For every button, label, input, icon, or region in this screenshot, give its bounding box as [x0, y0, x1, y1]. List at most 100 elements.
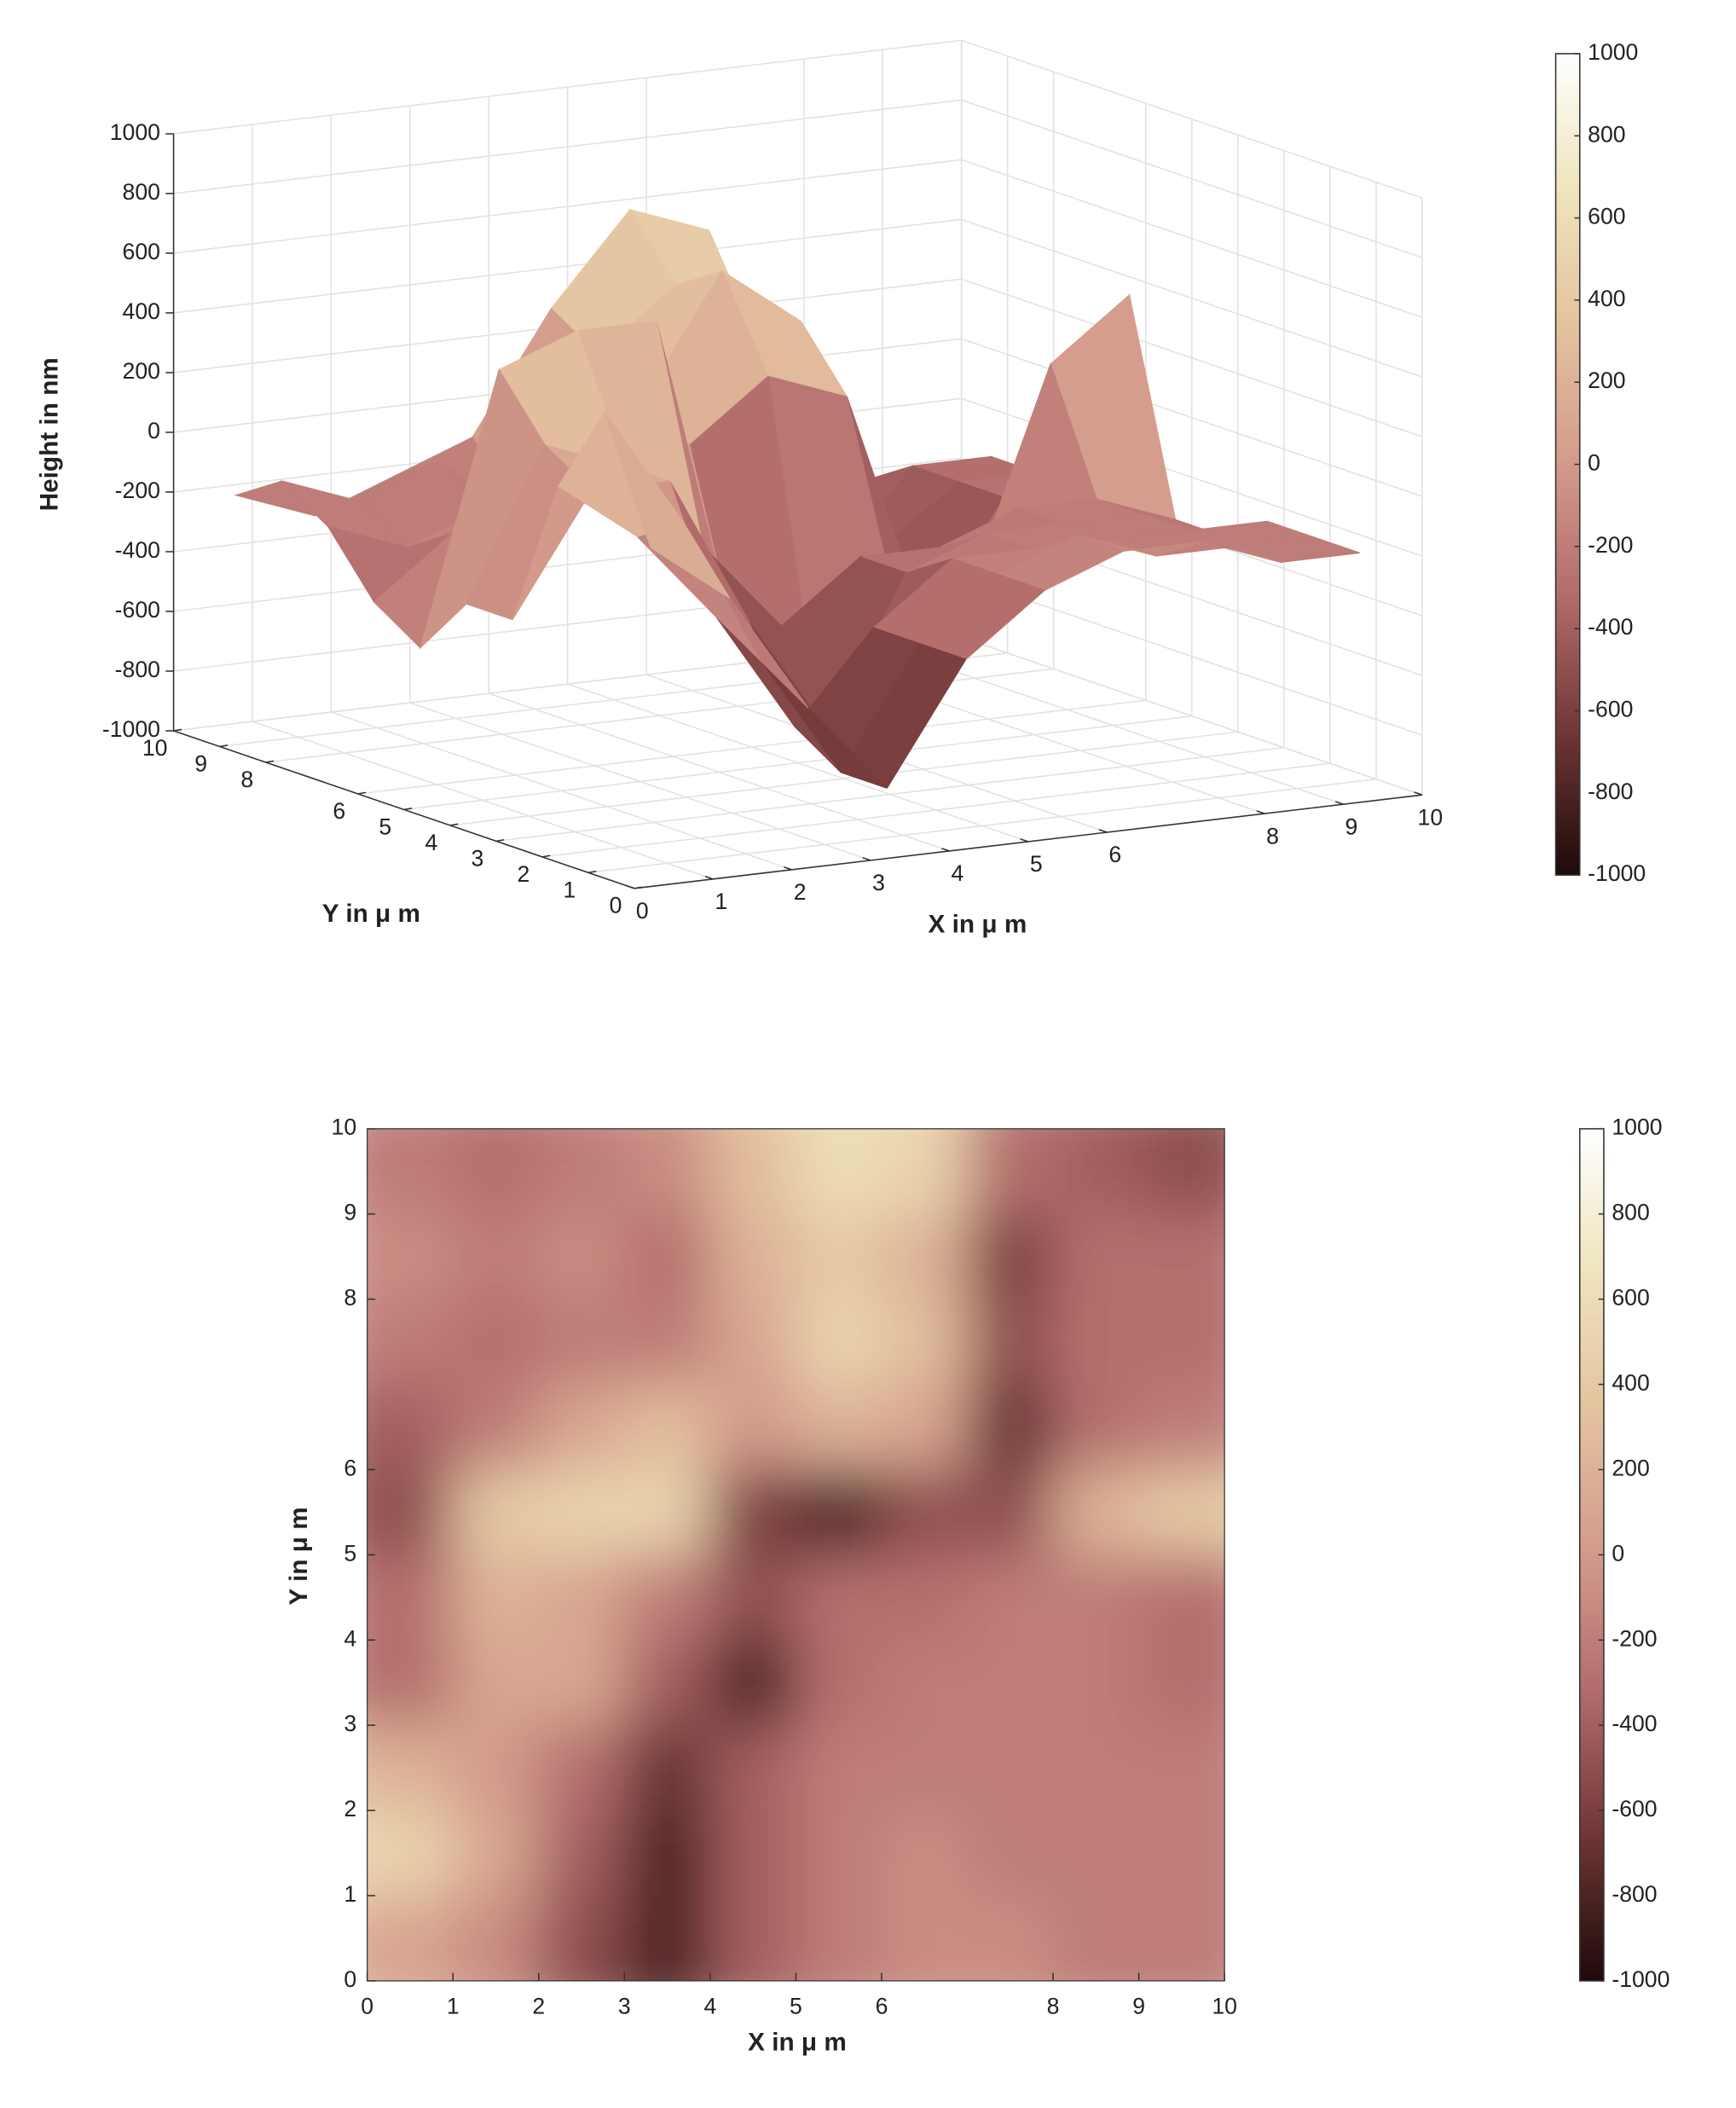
heatmap-cell	[1053, 1128, 1139, 1214]
y-tick-label: 0	[344, 1966, 356, 1992]
heatmap-cell	[538, 1384, 625, 1470]
colorbar-tick-label: -400	[1588, 614, 1633, 640]
heatmap	[367, 1128, 1225, 1981]
x-tick-label: 9	[1132, 1993, 1145, 2018]
heatmap-cell	[453, 1384, 539, 1470]
heatmap-cell	[881, 1810, 968, 1896]
heatmap-cell	[1053, 1469, 1139, 1555]
z-axis-label: Height in nm	[35, 357, 63, 511]
y-tick-label: 1	[564, 877, 576, 902]
heatmap-cell	[1138, 1384, 1225, 1470]
x-tick	[940, 848, 950, 852]
x-axis-label: X in μ m	[748, 2028, 847, 2056]
heatmap-cell	[709, 1895, 796, 1981]
grid-line	[961, 576, 1423, 736]
x-tick-label: 3	[872, 870, 885, 895]
heatmap-cell	[881, 1128, 968, 1214]
colorbar-tick-label: -600	[1612, 1796, 1657, 1821]
y-tick-label: 0	[610, 893, 622, 918]
y-tick	[449, 823, 459, 826]
z-tick-label: 400	[123, 298, 160, 324]
heatmap-cell	[881, 1725, 968, 1811]
heatmap-cell	[796, 1640, 882, 1726]
heatmap-cell	[967, 1128, 1054, 1214]
heatmap-cell	[1053, 1895, 1139, 1981]
grid-line	[403, 715, 1192, 811]
y-tick-label: 2	[518, 861, 530, 887]
heatmap-cell	[967, 1810, 1054, 1896]
heatmap-cell	[538, 1469, 625, 1555]
x-tick-label: 1	[447, 1993, 460, 2018]
heatmap-cell	[881, 1895, 968, 1981]
y-tick	[357, 791, 367, 795]
y-tick-label: 10	[142, 735, 168, 761]
heatmap-cell	[881, 1384, 968, 1470]
y-tick-label: 6	[344, 1455, 356, 1480]
x-tick-label: 6	[876, 1993, 888, 2018]
x-tick-label: 1	[715, 889, 727, 914]
grid-line	[961, 218, 1423, 378]
heatmap-cell	[624, 1725, 710, 1811]
y-tick-label: 5	[344, 1540, 356, 1566]
colorbar-tick-label: -800	[1588, 779, 1633, 804]
y-tick	[265, 760, 275, 763]
y-tick	[634, 886, 643, 889]
x-tick-label: 9	[1345, 814, 1358, 839]
heatmap-cell	[367, 1810, 454, 1896]
heatmap-cell	[453, 1810, 539, 1896]
heatmap-cell	[796, 1299, 882, 1385]
x-tick	[862, 857, 871, 861]
heatmap-cell	[624, 1299, 710, 1385]
colorbar-tick-label: -1000	[1588, 860, 1646, 886]
heatmap-clip	[367, 1128, 1225, 1981]
grid-line	[357, 699, 1146, 795]
x-tick-label: 4	[952, 860, 964, 886]
heatmap-cell	[796, 1725, 882, 1811]
colorbar-tick-label: -200	[1588, 532, 1633, 558]
heatmap-cell	[709, 1555, 796, 1641]
colorbar-tick-label: 600	[1612, 1285, 1649, 1311]
y-tick-label: 4	[344, 1625, 356, 1651]
heatmap-cell	[881, 1469, 968, 1555]
colorbar-tick-label: 0	[1588, 450, 1600, 476]
grid-line	[173, 39, 962, 135]
colorbar-tick-label: -200	[1612, 1625, 1657, 1651]
y-tick-label: 1	[344, 1881, 356, 1907]
heatmap-cell	[367, 1384, 454, 1470]
y-tick-label: 10	[332, 1115, 357, 1140]
heatmap-cell	[453, 1895, 539, 1981]
heatmap-cell	[367, 1469, 454, 1555]
heatmap-cell	[1053, 1384, 1139, 1470]
heatmap-cell	[796, 1469, 882, 1555]
y-tick	[219, 744, 229, 748]
y-tick-label: 3	[471, 845, 483, 871]
heatmap-cell	[624, 1469, 710, 1555]
x-tick	[1256, 810, 1265, 814]
heatmap-cell	[967, 1895, 1054, 1981]
heatmap-cell	[709, 1299, 796, 1385]
heatmap-cell	[796, 1384, 882, 1470]
heatmap-cell	[367, 1128, 454, 1214]
colorbar-tick-label: 800	[1588, 121, 1625, 147]
colorbar-tick-label: 200	[1588, 368, 1625, 393]
colorbar-tick-label: 600	[1588, 204, 1625, 229]
z-tick-label: -1000	[102, 716, 160, 742]
heatmap-cell	[367, 1299, 454, 1385]
heatmap-cell	[453, 1725, 539, 1811]
z-tick-label: -400	[115, 537, 160, 563]
heatmap-cell	[538, 1895, 625, 1981]
x-axis-label: X in μ m	[929, 911, 1027, 939]
heatmap-cell	[1138, 1469, 1225, 1555]
heatmap-cell	[967, 1555, 1054, 1641]
heatmap-cell	[453, 1213, 539, 1300]
grid-line	[961, 636, 1423, 796]
y-tick	[495, 839, 505, 843]
y-tick-label: 6	[333, 798, 345, 824]
x-tick-label: 0	[361, 1993, 373, 2018]
heatmap-cell	[709, 1213, 796, 1300]
heatmap-cell	[967, 1384, 1054, 1470]
heatmap-cell	[967, 1469, 1054, 1555]
heatmap-cell	[367, 1555, 454, 1641]
heatmap-cell	[538, 1725, 625, 1811]
colorbar-tick-label: 400	[1612, 1370, 1649, 1395]
